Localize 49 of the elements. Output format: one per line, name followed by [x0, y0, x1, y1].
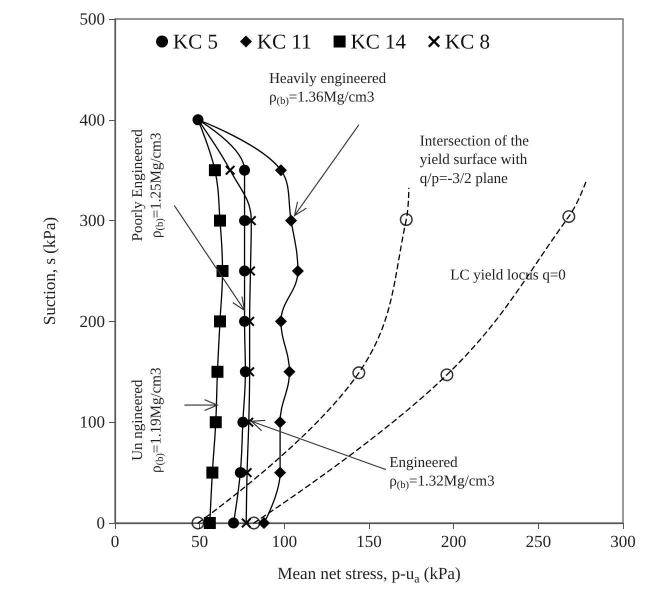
point	[206, 466, 218, 479]
point	[208, 164, 221, 176]
point	[274, 466, 286, 479]
legend-label: KC 8	[445, 30, 490, 54]
point	[258, 517, 270, 529]
point	[214, 315, 226, 328]
point	[245, 266, 256, 276]
point	[191, 516, 204, 530]
point	[274, 164, 287, 176]
y-axis-title: Suction, s (kPa)	[40, 216, 59, 326]
point	[440, 368, 454, 382]
point	[247, 516, 260, 530]
point	[292, 265, 304, 277]
y-tick-label: 500	[80, 10, 105, 28]
y-tick-label: 100	[80, 412, 105, 432]
point	[228, 518, 240, 528]
point	[211, 366, 224, 378]
point	[216, 265, 229, 277]
point	[352, 366, 366, 380]
point	[274, 315, 287, 328]
point	[225, 165, 236, 176]
x-tick-label: 200	[440, 532, 466, 551]
y-tick-label: 400	[80, 110, 105, 130]
x-tick-label: 100	[272, 532, 298, 551]
point	[192, 114, 204, 126]
point	[285, 214, 298, 227]
y-tick-label: 200	[80, 312, 105, 331]
point	[214, 214, 226, 227]
point	[246, 216, 256, 226]
point	[283, 366, 296, 378]
x-tick-label: 300	[610, 532, 636, 551]
point	[210, 416, 222, 428]
point	[274, 416, 286, 428]
x-tick-label: 50	[191, 532, 208, 551]
point	[242, 468, 252, 478]
point	[400, 213, 413, 226]
legend-label: KC 5	[173, 30, 218, 54]
point	[239, 164, 250, 176]
y-tick-label: 0	[96, 514, 105, 532]
point	[562, 210, 576, 224]
annotation: Intersection of the yield surface with q/p=-3/2 plane	[420, 133, 530, 187]
x-tick-label: 0	[110, 532, 120, 551]
legend-label: KC 11	[256, 30, 312, 54]
x-tick-label: 250	[526, 532, 552, 551]
point	[204, 517, 216, 529]
x-tick-label: 150	[356, 532, 382, 551]
y-tick-label: 300	[80, 211, 105, 230]
annotation: LC yield locus q=0	[450, 267, 566, 284]
legend-label: KC 14	[350, 30, 407, 54]
